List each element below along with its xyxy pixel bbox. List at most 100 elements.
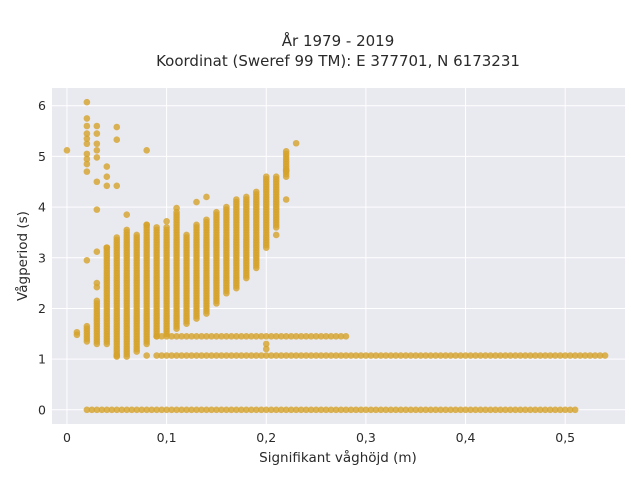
data-point: [83, 155, 91, 163]
data-point: [153, 406, 160, 414]
data-point: [103, 182, 111, 190]
data-point: [203, 406, 210, 414]
data-point: [272, 352, 280, 359]
data-point: [482, 406, 489, 414]
data-point: [372, 406, 380, 414]
data-point: [412, 352, 420, 359]
data-point: [143, 147, 150, 154]
data-point: [432, 406, 439, 414]
data-point: [462, 352, 469, 359]
data-point: [238, 333, 245, 340]
data-point: [83, 257, 91, 264]
data-point: [532, 352, 539, 359]
data-point: [337, 406, 345, 414]
data-point: [586, 352, 594, 359]
data-point: [327, 406, 335, 414]
data-point: [407, 352, 415, 359]
data-point: [243, 352, 250, 359]
x-axis-ticks: 0 0,1 0,2 0,3 0,4 0,5: [63, 430, 575, 445]
data-point: [367, 406, 375, 414]
data-point: [297, 352, 305, 359]
data-point: [193, 198, 200, 206]
data-point: [252, 333, 260, 340]
data-point: [262, 345, 270, 353]
data-point: [178, 406, 185, 414]
data-point: [83, 150, 91, 158]
data-point: [327, 352, 335, 359]
data-point: [282, 333, 290, 340]
data-point: [218, 352, 225, 359]
data-point: [302, 352, 310, 359]
data-point: [407, 406, 415, 414]
data-point: [492, 406, 499, 414]
data-point: [213, 208, 220, 216]
data-point: [143, 352, 150, 359]
data-point: [412, 406, 420, 414]
data-point: [193, 406, 200, 414]
data-point: [561, 406, 569, 414]
data-point: [93, 122, 101, 130]
data-point: [337, 333, 345, 340]
data-point: [596, 352, 604, 359]
data-point: [307, 352, 315, 359]
data-point: [252, 188, 260, 196]
data-point: [93, 248, 101, 255]
data-point: [252, 406, 260, 414]
data-point: [248, 406, 255, 414]
data-point: [198, 406, 205, 414]
data-point: [178, 333, 185, 340]
data-point: [452, 352, 459, 359]
data-point: [123, 226, 131, 234]
data-point: [302, 406, 310, 414]
data-point: [352, 352, 360, 359]
data-point: [487, 352, 494, 359]
data-point: [367, 352, 375, 359]
data-point: [103, 244, 111, 251]
data-point: [477, 406, 484, 414]
y-tick-label: 1: [38, 352, 46, 367]
data-point: [267, 406, 275, 414]
data-point: [223, 352, 230, 359]
data-point: [342, 333, 350, 340]
data-point: [292, 406, 300, 414]
data-point: [287, 406, 295, 414]
data-point: [257, 333, 265, 340]
data-point: [83, 122, 91, 130]
data-point: [93, 406, 101, 414]
data-point: [113, 182, 121, 190]
data-point: [467, 406, 474, 414]
y-tick-label: 6: [38, 98, 46, 113]
data-point: [113, 234, 121, 241]
data-point: [342, 352, 350, 359]
data-point: [402, 406, 410, 414]
data-point: [128, 406, 136, 414]
data-point: [93, 283, 101, 291]
data-point: [556, 352, 564, 359]
x-tick-label: 0,3: [356, 430, 376, 445]
data-point: [427, 406, 434, 414]
y-tick-label: 3: [38, 250, 46, 265]
data-point: [541, 406, 549, 414]
data-point: [312, 333, 320, 340]
data-point: [457, 406, 464, 414]
data-point: [402, 352, 410, 359]
data-point: [432, 352, 439, 359]
data-point: [108, 406, 116, 414]
data-point: [272, 333, 280, 340]
data-point: [113, 352, 121, 359]
data-point: [527, 406, 534, 414]
data-point: [168, 352, 175, 359]
data-point: [193, 333, 200, 340]
data-point: [83, 322, 91, 330]
data-point: [277, 352, 285, 359]
data-point: [208, 406, 215, 414]
data-point: [417, 352, 425, 359]
data-point: [178, 352, 185, 359]
data-point: [163, 352, 170, 359]
data-point: [492, 352, 499, 359]
data-point: [571, 406, 579, 414]
data-point: [387, 352, 395, 359]
data-point: [537, 406, 544, 414]
data-point: [118, 406, 126, 414]
